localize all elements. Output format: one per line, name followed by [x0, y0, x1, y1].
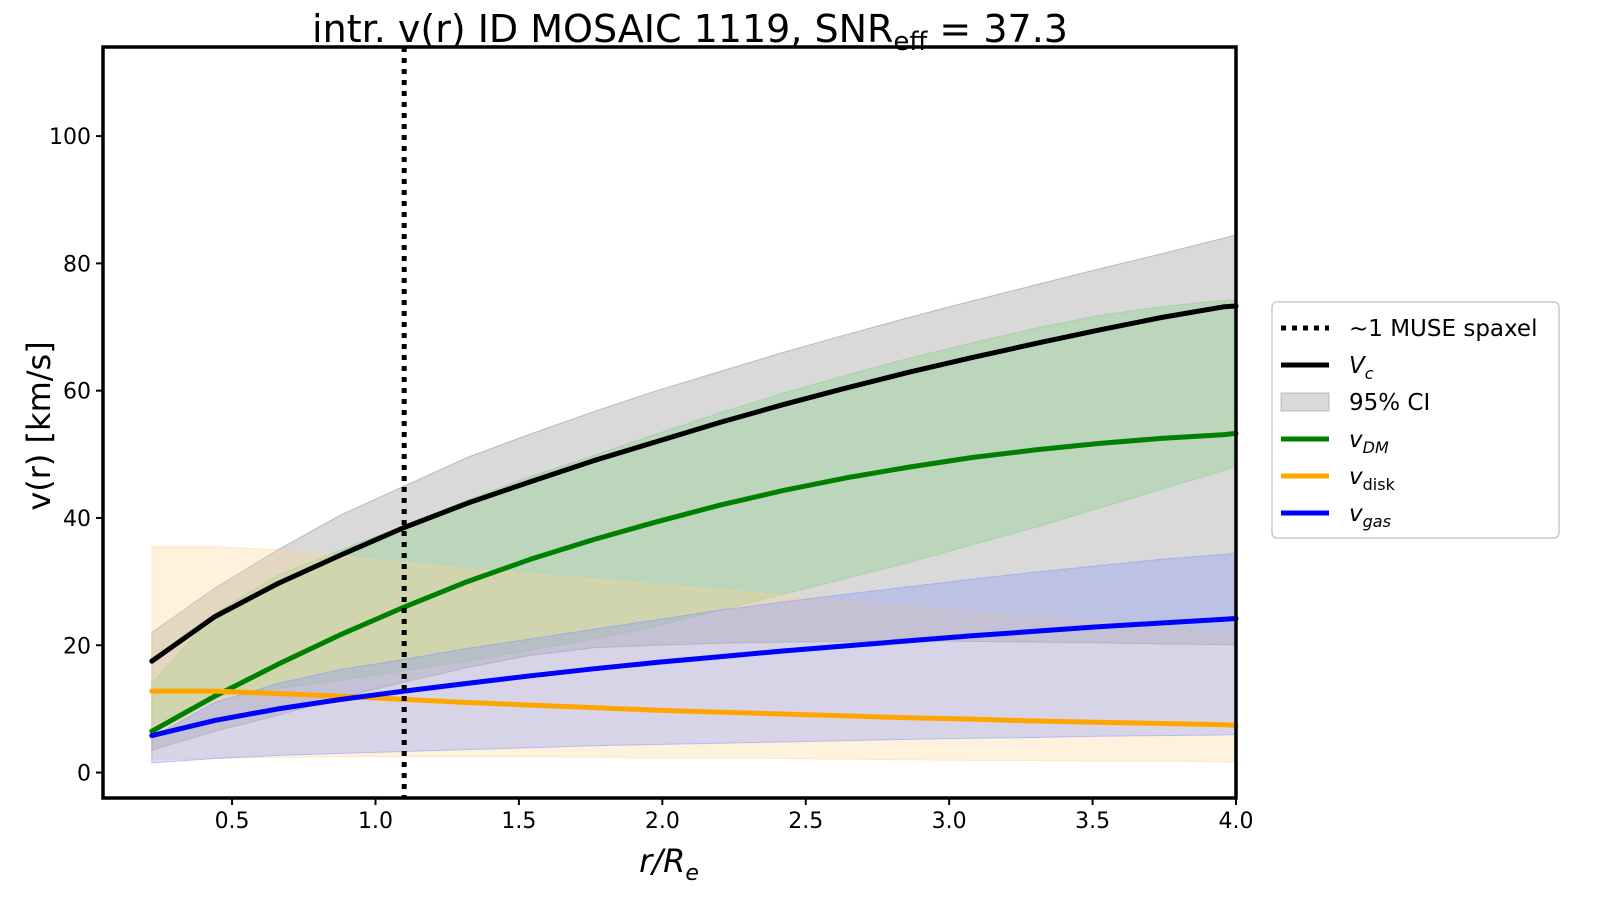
series-line-vdisk	[149, 688, 1239, 728]
legend-box	[1271, 301, 1560, 539]
x-tick-label: 3.0	[932, 809, 967, 834]
x-axis-label: r/Re	[639, 842, 699, 886]
legend-swatch-ci	[1280, 392, 1330, 412]
x-tick-label: 1.0	[358, 809, 393, 834]
x-tick-label: 3.5	[1075, 809, 1110, 834]
legend-label: vDM	[1349, 427, 1389, 457]
legend: ~1 MUSE spaxel Vc 95% CI vDM vdisk vgas	[1271, 301, 1560, 539]
y-tick-label: 0	[77, 762, 91, 787]
legend-label: vgas	[1349, 501, 1391, 531]
confidence-bands	[151, 234, 1237, 764]
series-line-vc	[149, 303, 1239, 664]
y-tick-label: 20	[63, 634, 91, 659]
plot-frame	[101, 45, 1238, 800]
y-tick-label: 100	[49, 125, 91, 150]
x-tick-label: 1.5	[501, 809, 536, 834]
y-axis-label: v(r) [km/s]	[20, 341, 58, 510]
legend-label: ~1 MUSE spaxel	[1349, 316, 1537, 342]
series-line-vdm	[149, 430, 1239, 734]
legend-label: 95% CI	[1349, 390, 1430, 416]
y-tick-label: 60	[63, 380, 91, 405]
series-lines	[149, 303, 1239, 739]
x-axis-ticks: 0.5 1.0 1.5 2.0 2.5 3.0 3.5 4.0	[215, 798, 1254, 834]
x-tick-label: 0.5	[215, 809, 250, 834]
x-tick-label: 4.0	[1219, 809, 1254, 834]
y-tick-label: 80	[63, 252, 91, 277]
x-tick-label: 2.0	[645, 809, 680, 834]
legend-label: vdisk	[1349, 464, 1396, 494]
legend-label: Vc	[1349, 353, 1374, 383]
x-tick-label: 2.5	[788, 809, 823, 834]
chart-title: intr. v(r) ID MOSAIC 1119, SNReff = 37.3	[312, 7, 1068, 57]
y-axis-ticks: 0 20 40 60 80 100	[49, 125, 103, 787]
y-tick-label: 40	[63, 507, 91, 532]
series-line-vgas	[149, 616, 1239, 739]
